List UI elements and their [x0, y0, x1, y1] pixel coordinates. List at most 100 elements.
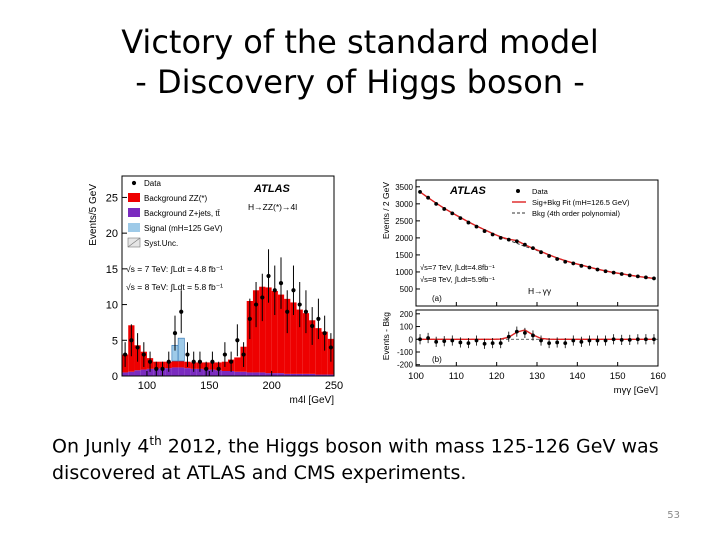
residual-point	[603, 338, 608, 343]
zjets-bar	[246, 372, 253, 376]
residual-point	[482, 341, 487, 346]
data-point	[235, 338, 240, 343]
data-point	[595, 267, 600, 272]
zjets-bar	[234, 371, 241, 376]
legend-label: Syst.Unc.	[144, 239, 178, 248]
zjets-bar	[315, 374, 322, 376]
data-point	[154, 366, 159, 371]
x-tick-label: 160	[650, 371, 666, 382]
zjets-bar	[146, 368, 154, 376]
data-point	[303, 309, 309, 314]
y-tick-label: 1000	[395, 268, 413, 277]
data-point	[123, 352, 128, 357]
slide-title: Victory of the standard model - Discover…	[0, 22, 720, 102]
data-point	[141, 352, 146, 357]
data-point	[197, 359, 203, 364]
y-tick-label: 500	[400, 285, 414, 294]
body-superscript: th	[149, 434, 162, 448]
data-point	[272, 288, 277, 293]
y-tick-label: 3500	[395, 183, 413, 192]
zjets-bar	[302, 373, 310, 376]
data-point	[316, 316, 321, 321]
data-point	[322, 331, 327, 336]
channel-label: H→γγ	[528, 286, 552, 296]
signal-bar	[177, 337, 185, 362]
residual-point	[627, 338, 632, 342]
lumi-8tev: √s = 8 TeV: ∫Ldt = 5.8 fb⁻¹	[126, 282, 223, 292]
data-point	[426, 195, 430, 200]
y-tick-label: 2500	[395, 217, 413, 226]
zjets-bar	[171, 367, 179, 376]
zz-background-bar	[284, 298, 291, 374]
residual-point	[555, 340, 560, 345]
residual-point	[434, 339, 439, 344]
data-point	[506, 237, 511, 242]
residual-point	[466, 341, 471, 345]
data-point	[285, 309, 290, 314]
legend-label: Background ZZ(*)	[144, 194, 207, 203]
legend-label: Signal (mH=125 GeV)	[144, 224, 223, 233]
residual-point	[442, 339, 447, 344]
zjets-bar	[140, 369, 147, 376]
zjets-bar	[321, 374, 328, 376]
zz-background-bar	[252, 290, 260, 373]
x-tick-label: 200	[262, 380, 280, 392]
zz-background-bar	[296, 309, 303, 374]
data-point	[603, 269, 608, 274]
data-point	[539, 250, 543, 255]
gg-plot-panel: 500 1000 1500 2000 2500 3000 3500 -200 -100 0 100 2…	[376, 172, 666, 404]
residual-point	[563, 341, 568, 345]
residual-point	[539, 338, 543, 343]
zjets-bar	[122, 372, 129, 376]
data-point	[619, 272, 624, 276]
legend-data-marker	[516, 189, 520, 193]
zz-background-bar	[290, 302, 297, 374]
data-point	[458, 216, 463, 221]
residual-point	[458, 340, 463, 345]
zz-plot-panel: 0 5 10 15 20 25 100 150 200 250 m4l [GeV] Events/5 …	[82, 172, 344, 410]
y-tick-label: 2000	[395, 234, 413, 243]
data-point	[611, 270, 616, 275]
legend-label: Sig+Bkg Fit (mH=126.5 GeV)	[532, 198, 630, 207]
data-point	[644, 275, 648, 280]
zjets-bar	[271, 373, 278, 376]
data-point	[466, 220, 471, 225]
data-point	[222, 352, 227, 357]
data-point	[531, 246, 535, 251]
residual-y-tick-label: 200	[400, 310, 414, 319]
x-tick-label: 130	[529, 371, 545, 382]
x-axis-label: mγγ [GeV]	[614, 385, 658, 396]
channel-label: H→ZZ(*)→4l	[248, 202, 297, 212]
residual-point	[531, 333, 535, 338]
title-line-2: - Discovery of Higgs boson -	[135, 63, 585, 101]
residual-point	[506, 334, 511, 339]
residual-point	[644, 337, 648, 342]
residual-point	[579, 339, 584, 344]
residual-point	[474, 338, 479, 343]
zjets-bar	[240, 371, 247, 376]
data-point	[166, 359, 171, 364]
data-point	[179, 309, 184, 314]
residual-point	[547, 341, 551, 345]
residual-point	[635, 337, 640, 342]
data-point	[253, 302, 259, 307]
zz-plot: 0 5 10 15 20 25 100 150 200 250 m4l [GeV] Events/5 …	[82, 172, 344, 410]
data-point	[260, 295, 265, 300]
y-axis-label: Events / 2 GeV	[381, 182, 391, 239]
lumi-7tev: √s=7 TeV, ∫Ldt=4.8fb⁻¹	[420, 263, 495, 272]
data-point	[278, 281, 284, 286]
x-tick-label: 150	[610, 371, 626, 382]
zz-background-bar	[309, 320, 316, 374]
legend-data-marker	[131, 180, 137, 186]
zjets-bar	[184, 368, 191, 376]
residual-y-tick-label: 0	[409, 335, 414, 344]
data-point	[442, 207, 447, 211]
zjets-bar	[259, 372, 266, 376]
zjets-bar	[209, 369, 216, 376]
data-point	[474, 224, 479, 229]
zjets-bar	[178, 367, 185, 376]
y-axis-label: Events/5 GeV	[88, 184, 99, 246]
data-point	[266, 273, 271, 279]
data-point	[129, 338, 134, 343]
zjets-bar	[196, 368, 204, 376]
